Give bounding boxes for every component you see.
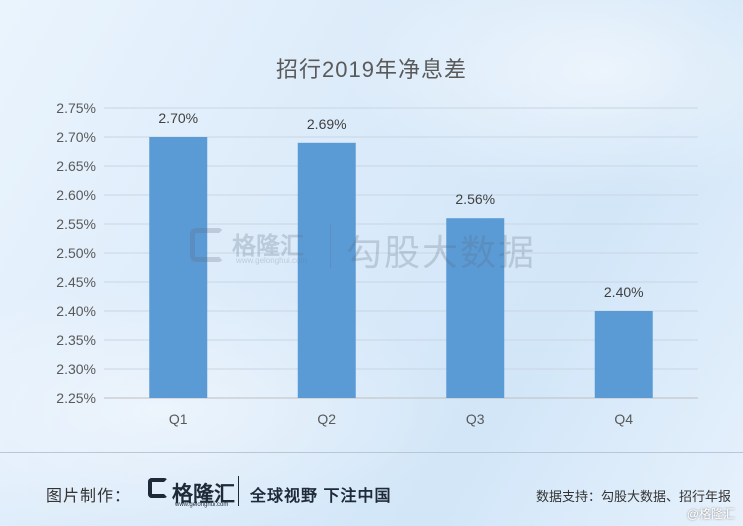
data-label: 2.40% — [604, 284, 644, 300]
x-tick-label: Q1 — [169, 411, 188, 427]
y-tick-label: 2.60% — [56, 187, 96, 203]
bar-q4 — [594, 311, 653, 398]
footer-url: www.gelonghui.com — [175, 502, 229, 508]
bar-q3 — [446, 218, 505, 398]
footer-label: 图片制作： — [46, 488, 132, 505]
y-tick-label: 2.75% — [56, 100, 96, 116]
gelonghui-logo-icon — [148, 478, 168, 498]
y-tick-label: 2.70% — [56, 129, 96, 145]
x-tick-label: Q4 — [614, 411, 633, 427]
bar-q2 — [297, 142, 356, 398]
data-label: 2.69% — [307, 116, 347, 132]
y-tick-label: 2.65% — [56, 158, 96, 174]
corner-watermark: @格隆汇 — [686, 507, 735, 521]
footer-separator — [238, 476, 239, 506]
x-tick-label: Q2 — [317, 411, 336, 427]
y-tick-label: 2.25% — [56, 390, 96, 406]
chart-title: 招行2019年净息差 — [276, 57, 467, 82]
y-tick-label: 2.45% — [56, 274, 96, 290]
data-label: 2.70% — [158, 110, 198, 126]
data-label: 2.56% — [455, 191, 495, 207]
x-tick-label: Q3 — [466, 411, 485, 427]
y-tick-label: 2.35% — [56, 332, 96, 348]
footer-source: 数据支持：勾股大数据、招行年报 — [535, 489, 731, 504]
y-tick-label: 2.50% — [56, 245, 96, 261]
y-tick-label: 2.55% — [56, 216, 96, 232]
footer-slogan: 全球视野 下注中国 — [250, 488, 392, 505]
footer-brand: 格隆汇 — [172, 483, 235, 506]
footer-divider — [0, 452, 743, 453]
bar-q1 — [149, 137, 208, 398]
y-tick-label: 2.40% — [56, 303, 96, 319]
y-tick-label: 2.30% — [56, 361, 96, 377]
